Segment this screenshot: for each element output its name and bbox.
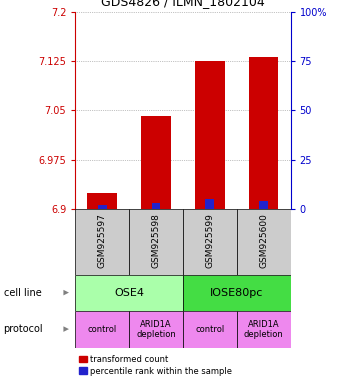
Bar (237, 311, 290, 348)
Bar (249, 57, 278, 209)
Text: ARID1A
depletion: ARID1A depletion (136, 319, 176, 339)
Text: ARID1A
depletion: ARID1A depletion (244, 319, 284, 339)
Title: GDS4826 / ILMN_1802104: GDS4826 / ILMN_1802104 (101, 0, 265, 8)
Text: GSM925600: GSM925600 (259, 213, 268, 268)
Legend: transformed count, percentile rank within the sample: transformed count, percentile rank withi… (76, 352, 236, 379)
Bar (75, 275, 183, 311)
Text: OSE4: OSE4 (114, 288, 144, 298)
Bar (75, 311, 129, 348)
Bar (205, 199, 214, 209)
Bar (141, 116, 171, 209)
Bar (98, 205, 107, 209)
Text: protocol: protocol (4, 324, 43, 334)
Bar (129, 311, 183, 348)
Bar (183, 311, 237, 348)
Text: GSM925597: GSM925597 (98, 213, 107, 268)
Bar (183, 275, 290, 311)
Text: control: control (195, 325, 224, 334)
Bar (259, 201, 268, 209)
Bar (75, 209, 129, 275)
Text: cell line: cell line (4, 288, 41, 298)
Bar (88, 194, 117, 209)
Bar (183, 209, 237, 275)
Bar (152, 204, 160, 209)
Text: GSM925599: GSM925599 (205, 213, 214, 268)
Bar (237, 209, 290, 275)
Text: IOSE80pc: IOSE80pc (210, 288, 263, 298)
Bar (195, 61, 225, 209)
Text: GSM925598: GSM925598 (152, 213, 160, 268)
Text: control: control (88, 325, 117, 334)
Bar (129, 209, 183, 275)
